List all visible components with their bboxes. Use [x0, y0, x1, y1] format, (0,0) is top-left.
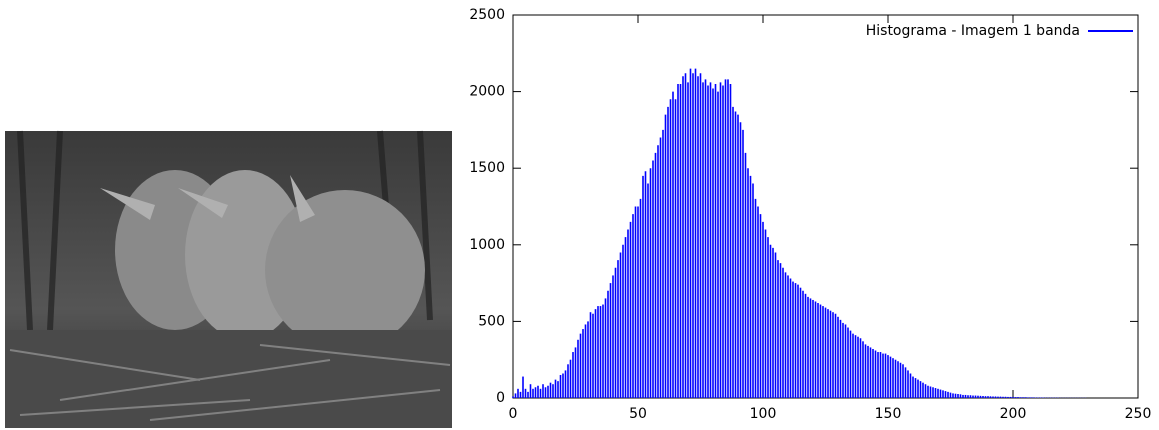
legend: Histograma - Imagem 1 banda	[866, 23, 1133, 39]
x-tick-label: 200	[1000, 406, 1027, 422]
x-tick-label: 150	[875, 406, 902, 422]
y-tick-label: 2500	[469, 7, 505, 23]
legend-label: Histograma - Imagem 1 banda	[866, 23, 1080, 39]
y-tick-label: 1500	[469, 160, 505, 176]
y-tick-label: 500	[478, 313, 505, 329]
x-tick-label: 50	[629, 406, 647, 422]
x-tick-label: 250	[1125, 406, 1152, 422]
x-tick-label: 0	[509, 406, 518, 422]
photo	[5, 130, 452, 428]
x-tick-label: 100	[750, 406, 777, 422]
y-tick-label: 1000	[469, 237, 505, 253]
y-tick-label: 2000	[469, 84, 505, 100]
y-tick-label: 0	[496, 390, 505, 406]
